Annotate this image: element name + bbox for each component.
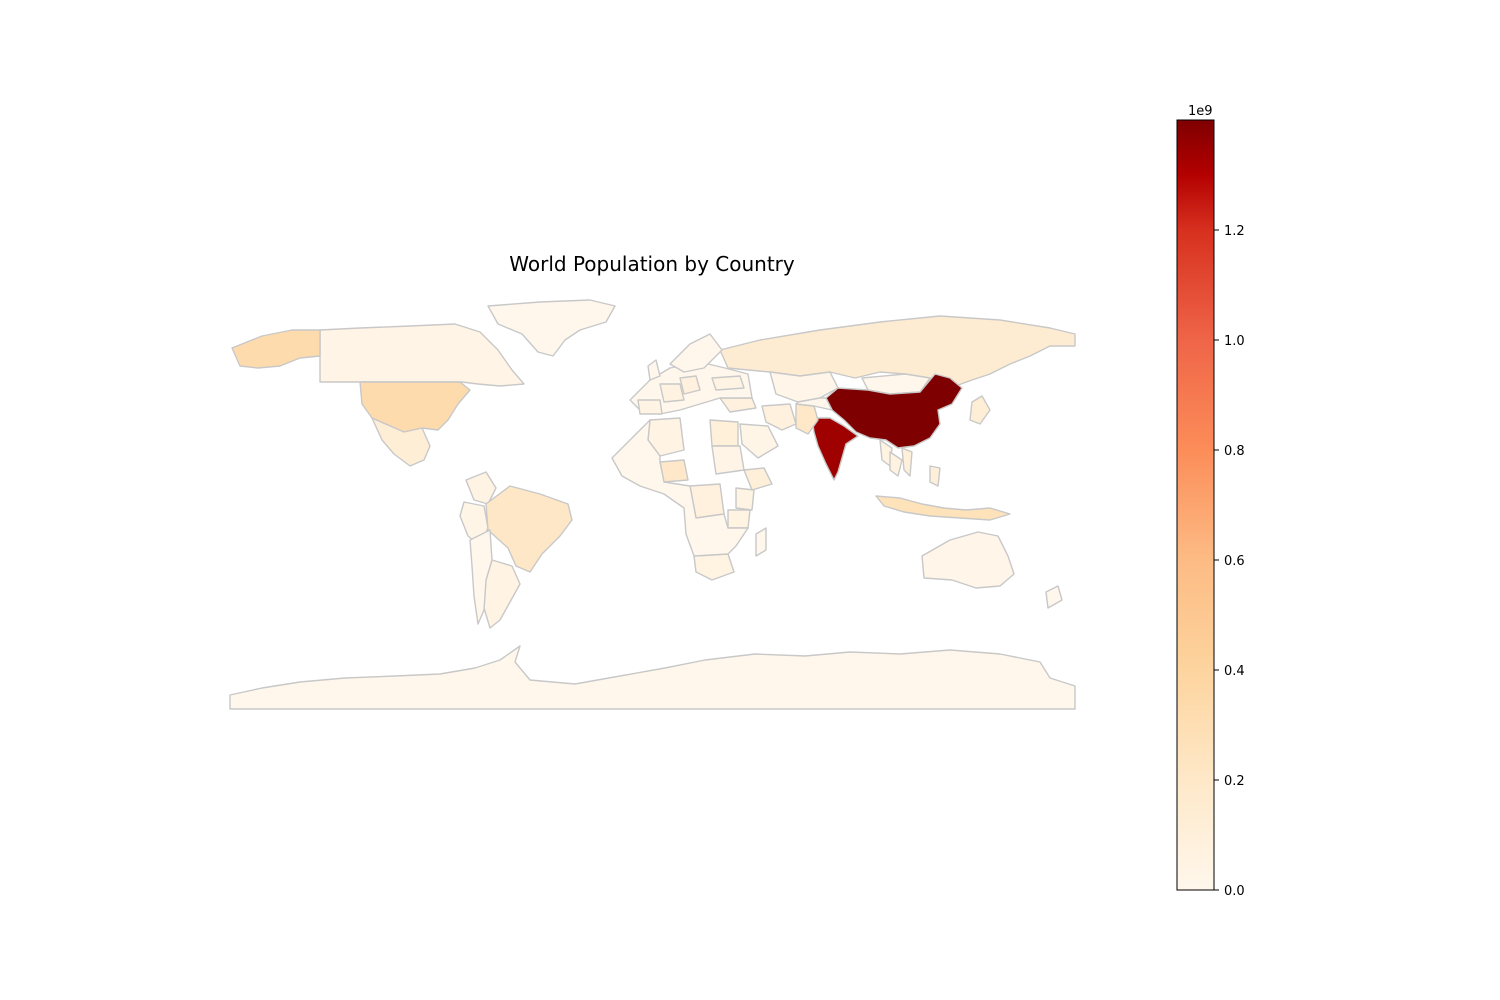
country-philippines	[929, 465, 941, 487]
country-nigeria	[659, 459, 689, 483]
country-iran	[761, 403, 797, 431]
country-ethiopia	[743, 467, 773, 491]
country-india	[811, 417, 859, 481]
country-turkey	[719, 397, 757, 413]
colorbar-tick-label: 0.4	[1224, 664, 1245, 679]
country-south-africa	[693, 553, 735, 581]
chart-title: World Population by Country	[509, 252, 795, 276]
country-chile-bolivia	[469, 529, 493, 625]
country-australia	[921, 531, 1015, 589]
country-germany	[679, 375, 701, 395]
country-united-kingdom	[647, 359, 661, 381]
country-saudi-arabia	[739, 423, 779, 459]
country-japan	[969, 395, 991, 425]
map-area	[229, 299, 1076, 710]
country-tanzania	[727, 509, 751, 529]
country-mexico	[371, 417, 431, 467]
country-china	[825, 373, 963, 449]
country-kenya	[735, 487, 755, 511]
country-ukraine	[711, 375, 745, 391]
country-sudan	[711, 445, 745, 475]
country-colombia	[465, 471, 497, 505]
country-france	[659, 383, 685, 403]
country-madagascar	[755, 527, 767, 557]
colorbar-tick-label: 0.6	[1224, 554, 1245, 569]
country-new-zealand	[1045, 585, 1063, 609]
colorbar: 1e9 0.0 0.2 0.4 0.6 0.8 1.0 1.2	[1176, 104, 1245, 899]
country-spain	[637, 399, 663, 415]
colorbar-tick-label: 1.2	[1224, 224, 1245, 239]
country-egypt	[709, 419, 739, 447]
country-antarctica	[229, 645, 1076, 710]
colorbar-tick-label: 0.0	[1224, 884, 1245, 899]
colorbar-offset-label: 1e9	[1188, 104, 1213, 119]
country-central-asia	[795, 397, 833, 411]
country-canada	[319, 323, 525, 387]
country-scandinavia	[669, 333, 723, 373]
colorbar-tick-label: 0.2	[1224, 774, 1245, 789]
country-kazakhstan	[769, 371, 839, 403]
colorbar-tick-label: 1.0	[1224, 334, 1245, 349]
colorbar-ticks: 0.0 0.2 0.4 0.6 0.8 1.0 1.2	[1214, 224, 1245, 899]
country-greenland	[487, 299, 616, 357]
country-alaska	[231, 329, 321, 369]
country-brazil	[485, 485, 573, 573]
country-africa-rest	[611, 419, 749, 557]
country-vietnam	[901, 447, 913, 477]
colorbar-gradient	[1176, 119, 1215, 891]
country-united-states-of-america	[359, 381, 471, 433]
country-indonesia	[875, 495, 1011, 521]
colorbar-tick-label: 0.8	[1224, 444, 1245, 459]
country-thailand	[889, 451, 903, 477]
